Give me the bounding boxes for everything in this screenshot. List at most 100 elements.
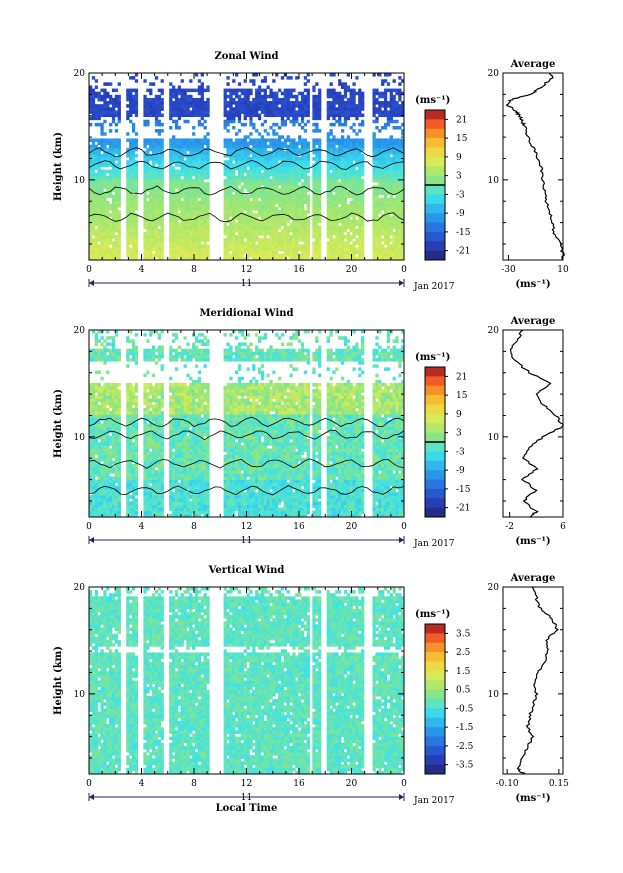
heatmap-cell bbox=[194, 110, 199, 114]
heatmap-cell bbox=[194, 141, 199, 146]
heatmap-cell bbox=[292, 247, 296, 252]
heatmap-cell bbox=[269, 185, 273, 189]
heatmap-cell bbox=[289, 113, 293, 118]
heatmap-cell bbox=[332, 216, 336, 220]
heatmap-cell bbox=[283, 101, 287, 105]
heatmap-cell bbox=[160, 169, 164, 174]
heatmap-cell bbox=[183, 256, 187, 261]
heatmap-cell bbox=[392, 250, 396, 255]
heatmap-cell bbox=[117, 222, 121, 227]
heatmap-cell bbox=[392, 147, 396, 152]
heatmap-cell bbox=[275, 94, 279, 99]
heatmap-cell bbox=[157, 241, 161, 245]
heatmap-cell bbox=[189, 178, 193, 183]
heatmap-cell bbox=[174, 91, 179, 96]
heatmap-cell bbox=[255, 225, 259, 230]
heatmap-cell bbox=[180, 247, 184, 252]
heatmap-cell bbox=[183, 144, 187, 149]
heatmap-cell bbox=[398, 94, 402, 99]
heatmap-cell bbox=[392, 200, 396, 205]
heatmap-cell bbox=[89, 395, 93, 399]
heatmap-cell bbox=[100, 122, 104, 127]
heatmap-cell bbox=[361, 235, 365, 239]
heatmap-cell bbox=[91, 200, 96, 205]
colorbar-segment bbox=[425, 156, 445, 167]
heatmap-cell bbox=[203, 101, 207, 105]
heatmap-cell bbox=[389, 228, 393, 233]
heatmap-cell bbox=[332, 197, 336, 202]
heatmap-cell bbox=[240, 185, 245, 189]
heatmap-cell bbox=[89, 382, 93, 387]
heatmap-cell bbox=[149, 241, 153, 245]
heatmap-cell bbox=[306, 79, 310, 83]
heatmap-cell bbox=[329, 101, 333, 105]
heatmap-cell bbox=[295, 231, 299, 236]
heatmap-cell bbox=[381, 178, 385, 183]
heatmap-cell bbox=[383, 207, 388, 211]
heatmap-cell bbox=[395, 256, 399, 261]
heatmap-cell bbox=[355, 197, 359, 202]
heatmap-cell bbox=[341, 144, 345, 149]
heatmap-cell bbox=[295, 253, 299, 258]
heatmap-cell bbox=[246, 169, 250, 174]
heatmap-cell bbox=[358, 207, 362, 211]
heatmap-cell bbox=[146, 141, 150, 146]
heatmap-cell bbox=[97, 97, 101, 102]
heatmap-cell bbox=[206, 207, 210, 211]
heatmap-cell bbox=[263, 79, 267, 83]
heatmap-cell bbox=[372, 235, 376, 239]
heatmap-cell bbox=[278, 210, 282, 214]
heatmap-cell bbox=[174, 200, 179, 205]
heatmap-cell bbox=[263, 222, 267, 227]
heatmap-cell bbox=[114, 166, 119, 171]
heatmap-cell bbox=[169, 166, 173, 171]
heatmap-cell bbox=[134, 107, 139, 111]
heatmap-cell bbox=[97, 495, 101, 499]
heatmap-cell bbox=[154, 138, 159, 142]
heatmap-cell bbox=[392, 107, 396, 111]
heatmap-cell bbox=[341, 82, 345, 86]
heatmap-cell bbox=[189, 213, 193, 217]
heatmap-cell bbox=[203, 157, 207, 161]
heatmap-cell bbox=[89, 386, 93, 390]
heatmap-cell bbox=[246, 222, 250, 227]
heatmap-cell bbox=[94, 339, 98, 343]
heatmap-cell bbox=[100, 191, 104, 195]
heatmap-cell bbox=[200, 197, 204, 202]
heatmap-cell bbox=[237, 150, 242, 155]
heatmap-cell bbox=[395, 88, 399, 93]
heatmap-cell bbox=[389, 110, 393, 114]
heatmap-cell bbox=[257, 91, 262, 96]
heatmap-cell bbox=[106, 507, 110, 512]
heatmap-cell bbox=[275, 250, 279, 255]
heatmap-cell bbox=[318, 107, 322, 111]
heatmap-cell bbox=[326, 107, 330, 111]
heatmap-cell bbox=[312, 216, 316, 220]
heatmap-cell bbox=[154, 116, 159, 121]
heatmap-cell bbox=[143, 79, 147, 83]
heatmap-cell bbox=[232, 253, 236, 258]
heatmap-cell bbox=[289, 147, 293, 152]
heatmap-cell bbox=[192, 125, 196, 130]
heatmap-cell bbox=[389, 197, 393, 202]
heatmap-cell bbox=[372, 163, 376, 167]
heatmap-cell bbox=[272, 222, 276, 227]
heatmap-cell bbox=[223, 107, 227, 111]
heatmap-cell bbox=[177, 185, 182, 189]
heatmap-cell bbox=[117, 110, 121, 114]
heatmap-cell bbox=[91, 358, 96, 362]
heatmap-cell bbox=[89, 94, 93, 99]
heatmap-cell bbox=[318, 203, 322, 208]
heatmap-cell bbox=[103, 207, 107, 211]
heatmap-cell bbox=[352, 172, 356, 177]
heatmap-cell bbox=[189, 175, 193, 180]
heatmap-cell bbox=[272, 154, 276, 158]
heatmap-cell bbox=[131, 157, 136, 161]
heatmap-cell bbox=[306, 91, 310, 96]
heatmap-cell bbox=[352, 91, 356, 96]
heatmap-cell bbox=[126, 150, 130, 155]
heatmap-cell bbox=[97, 398, 101, 403]
heatmap-cell bbox=[289, 253, 293, 258]
heatmap-cell bbox=[97, 351, 101, 356]
heatmap-cell bbox=[229, 138, 233, 142]
